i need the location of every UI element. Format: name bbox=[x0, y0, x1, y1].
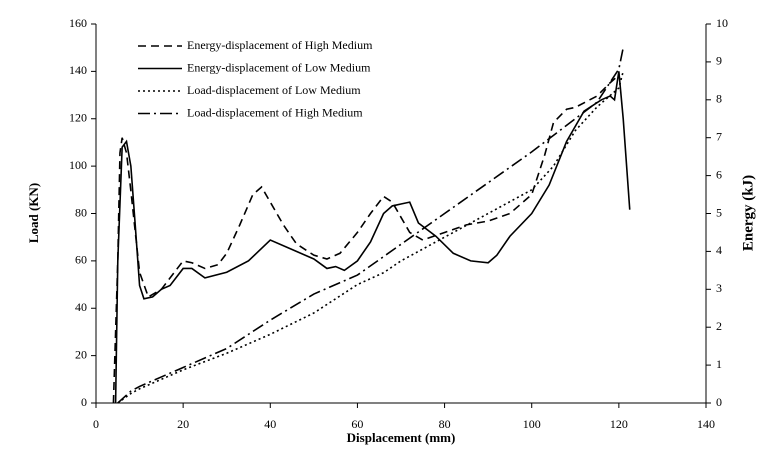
y2-tick-label: 7 bbox=[716, 129, 722, 143]
x-tick-label: 140 bbox=[697, 417, 715, 431]
legend-label: Load-displacement of Low Medium bbox=[187, 83, 361, 97]
y-tick-label: 0 bbox=[81, 395, 87, 409]
series-line bbox=[112, 74, 620, 404]
y2-axis-title: Energy (kJ) bbox=[740, 175, 756, 251]
series-line bbox=[114, 71, 631, 404]
y2-tick-label: 2 bbox=[716, 319, 722, 333]
legend-label: Energy-displacement of High Medium bbox=[187, 38, 373, 52]
x-tick-label: 120 bbox=[610, 417, 628, 431]
y-tick-label: 120 bbox=[69, 111, 87, 125]
x-tick-label: 60 bbox=[351, 417, 363, 431]
series-line bbox=[117, 47, 624, 404]
x-tick-label: 80 bbox=[439, 417, 451, 431]
y2-tick-label: 0 bbox=[716, 395, 722, 409]
x-axis-title: Displacement (mm) bbox=[347, 430, 456, 445]
legend-label: Energy-displacement of Low Medium bbox=[187, 60, 371, 74]
y2-tick-label: 1 bbox=[716, 357, 722, 371]
x-tick-label: 0 bbox=[93, 417, 99, 431]
x-tick-label: 100 bbox=[523, 417, 541, 431]
y2-tick-label: 10 bbox=[716, 16, 728, 30]
y-tick-label: 100 bbox=[69, 158, 87, 172]
y2-tick-label: 8 bbox=[716, 92, 722, 106]
x-tick-label: 20 bbox=[177, 417, 189, 431]
x-tick-label: 40 bbox=[264, 417, 276, 431]
y-tick-label: 160 bbox=[69, 16, 87, 30]
y-axis-title: Load (KN) bbox=[26, 183, 41, 243]
y2-tick-label: 9 bbox=[716, 54, 722, 68]
y-tick-label: 140 bbox=[69, 63, 87, 77]
y2-tick-label: 3 bbox=[716, 281, 722, 295]
y-tick-label: 80 bbox=[75, 205, 87, 219]
y2-tick-label: 4 bbox=[716, 243, 722, 257]
y2-tick-label: 6 bbox=[716, 167, 722, 181]
series-line bbox=[117, 71, 624, 404]
y-tick-label: 60 bbox=[75, 253, 87, 267]
y2-tick-label: 5 bbox=[716, 205, 722, 219]
y-tick-label: 20 bbox=[75, 347, 87, 361]
legend-label: Load-displacement of High Medium bbox=[187, 105, 363, 119]
y-tick-label: 40 bbox=[75, 300, 87, 314]
